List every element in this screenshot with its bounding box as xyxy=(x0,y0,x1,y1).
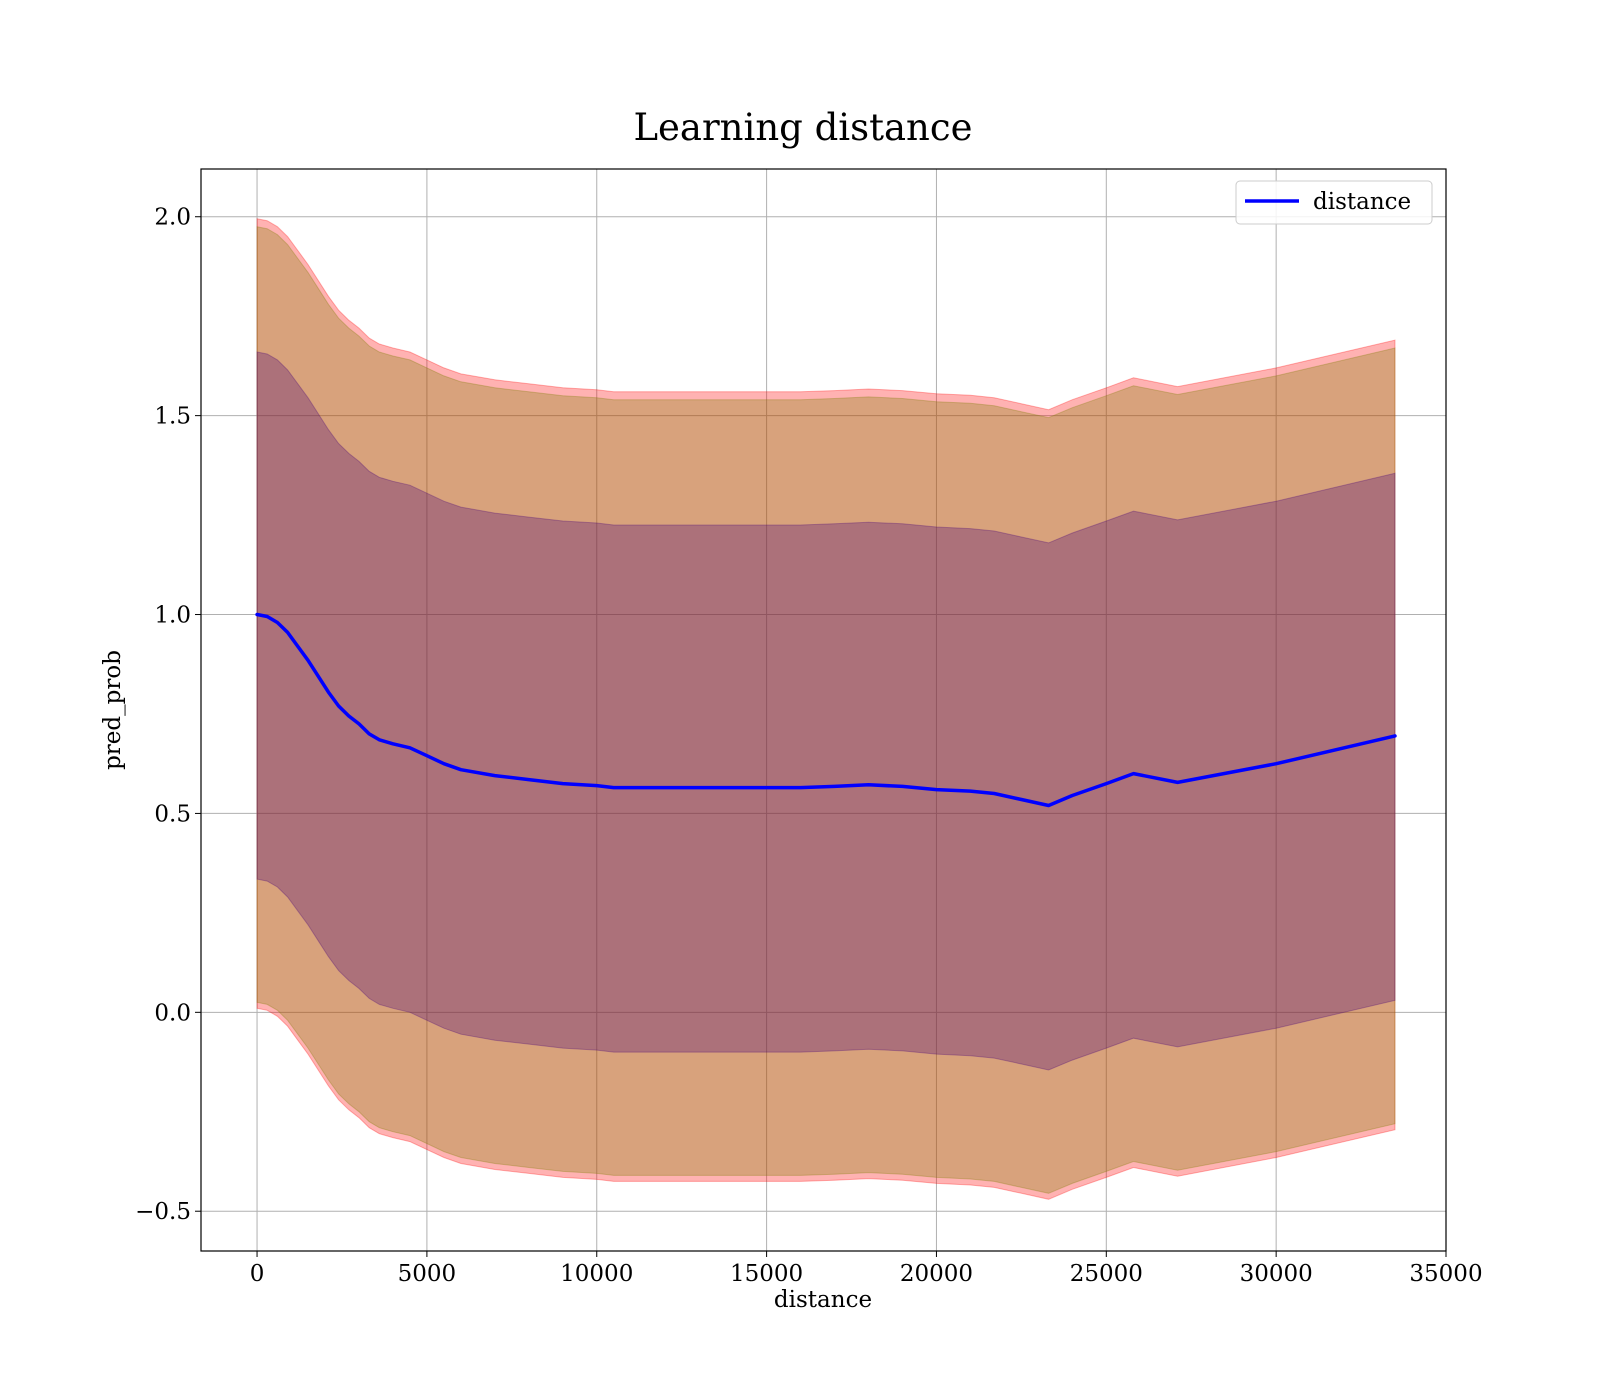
legend-label: distance xyxy=(1313,189,1411,215)
confidence-band xyxy=(256,226,1396,1194)
confidence-band xyxy=(256,218,1396,1200)
y-tick-label: 0.5 xyxy=(154,801,191,827)
x-axis-label: distance xyxy=(774,1287,872,1313)
y-axis-ticks: −0.5 0.0 0.5 1.0 1.5 2.0 xyxy=(135,205,201,1225)
x-tick-label: 10000 xyxy=(560,1261,633,1287)
series-lines xyxy=(255,612,1397,808)
plot-frame xyxy=(200,168,1447,1252)
x-tick-label: 5000 xyxy=(398,1261,457,1287)
legend: distance xyxy=(1235,180,1433,225)
y-tick-label: 1.5 xyxy=(154,404,191,430)
x-tick-label: 15000 xyxy=(730,1261,803,1287)
y-axis-label: pred_prob xyxy=(100,650,126,770)
confidence-band xyxy=(256,351,1396,1071)
chart-title: Learning distance xyxy=(633,106,972,149)
x-tick-label: 0 xyxy=(250,1261,265,1287)
y-tick-label: −0.5 xyxy=(135,1199,191,1225)
y-tick-label: 0.0 xyxy=(154,1000,191,1026)
x-tick-label: 30000 xyxy=(1240,1261,1313,1287)
series-line xyxy=(255,612,1397,808)
y-tick-label: 1.0 xyxy=(154,603,191,629)
y-tick-label: 2.0 xyxy=(154,205,191,231)
x-tick-label: 20000 xyxy=(900,1261,973,1287)
legend-box xyxy=(1235,180,1433,225)
x-tick-label: 35000 xyxy=(1409,1261,1482,1287)
confidence-bands xyxy=(256,218,1396,1200)
x-axis-ticks: 0 5000 10000 15000 20000 25000 30000 35000 xyxy=(250,1251,1483,1287)
x-tick-label: 25000 xyxy=(1070,1261,1143,1287)
